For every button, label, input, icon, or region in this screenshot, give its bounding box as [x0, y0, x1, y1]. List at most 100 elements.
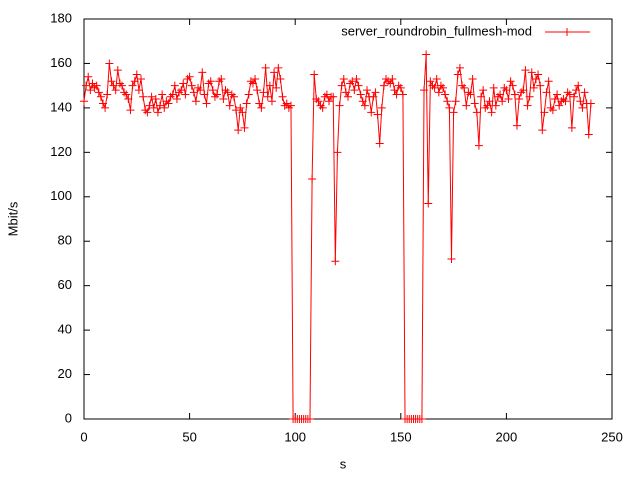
point-marker	[344, 92, 352, 101]
point-marker	[310, 70, 319, 79]
point-marker	[441, 90, 450, 99]
point-marker	[141, 106, 150, 115]
point-marker	[99, 99, 108, 108]
point-marker	[255, 99, 264, 108]
point-marker	[308, 175, 317, 183]
point-marker	[160, 103, 169, 112]
point-marker	[420, 86, 429, 95]
point-marker	[388, 75, 397, 83]
point-marker	[356, 90, 365, 99]
point-marker	[354, 81, 363, 90]
point-marker	[424, 199, 433, 208]
point-marker	[84, 72, 93, 81]
point-marker	[145, 101, 154, 110]
point-marker	[496, 90, 505, 99]
point-marker	[240, 123, 249, 132]
point-marker	[479, 86, 488, 95]
point-marker	[213, 90, 222, 99]
point-marker	[451, 97, 460, 106]
point-marker	[348, 77, 357, 86]
point-marker	[443, 97, 452, 106]
point-marker	[103, 90, 112, 99]
point-marker	[519, 86, 528, 95]
point-marker	[498, 97, 507, 106]
point-marker	[109, 81, 118, 90]
point-marker	[139, 92, 148, 101]
point-marker	[580, 88, 589, 97]
point-marker	[118, 81, 127, 90]
point-marker	[179, 79, 188, 88]
legend-label: server_roundrobin_fullmesh-mod	[341, 23, 532, 38]
point-marker	[542, 88, 551, 97]
point-marker	[468, 75, 477, 83]
point-marker	[153, 108, 162, 117]
point-marker	[352, 75, 361, 83]
point-marker	[390, 86, 399, 95]
point-marker	[523, 101, 532, 110]
point-marker	[432, 75, 441, 83]
point-marker	[445, 103, 454, 112]
point-marker	[105, 59, 114, 68]
point-marker	[143, 108, 152, 117]
legend-marker	[563, 28, 571, 36]
point-marker	[278, 92, 287, 101]
point-marker	[569, 92, 578, 101]
point-marker	[259, 88, 268, 97]
point-marker	[350, 86, 359, 95]
point-marker	[373, 110, 382, 119]
point-marker	[130, 77, 139, 86]
point-marker	[227, 90, 236, 99]
point-marker	[538, 126, 547, 135]
point-marker	[525, 92, 534, 101]
point-marker	[111, 86, 120, 95]
y-tick-label: 100	[50, 188, 72, 203]
point-marker	[263, 92, 272, 101]
point-marker	[472, 108, 481, 117]
point-marker	[367, 108, 376, 117]
y-tick-label: 120	[50, 144, 72, 159]
y-axis-label: Mbit/s	[5, 201, 20, 236]
point-marker	[172, 95, 181, 103]
point-marker	[270, 68, 279, 77]
y-tick-label: 180	[50, 10, 72, 25]
point-marker	[251, 75, 260, 83]
point-marker	[386, 79, 395, 88]
point-marker	[333, 148, 342, 157]
x-axis-label: s	[340, 456, 347, 471]
point-marker	[371, 88, 380, 97]
point-marker	[284, 103, 293, 112]
y-tick-label: 0	[65, 410, 72, 425]
point-marker	[191, 97, 200, 106]
point-marker	[124, 95, 133, 103]
point-marker	[521, 66, 530, 75]
x-tick-label: 200	[496, 429, 518, 444]
point-marker	[358, 97, 367, 106]
point-marker	[206, 77, 215, 86]
point-marker	[219, 95, 228, 103]
point-marker	[396, 83, 405, 92]
point-marker	[156, 101, 165, 110]
point-marker	[517, 88, 526, 97]
point-marker	[489, 83, 498, 92]
point-marker	[101, 103, 110, 112]
point-marker	[377, 103, 386, 112]
point-marker	[272, 83, 281, 92]
point-marker	[147, 92, 156, 101]
point-marker	[439, 83, 448, 92]
point-marker	[324, 97, 333, 106]
point-marker	[341, 88, 350, 97]
point-marker	[540, 108, 549, 117]
point-marker	[567, 123, 576, 132]
point-marker	[529, 83, 538, 92]
point-marker	[185, 72, 194, 81]
plot-border	[83, 18, 613, 420]
point-marker	[462, 101, 471, 110]
point-marker	[527, 68, 536, 77]
point-marker	[238, 108, 247, 117]
x-tick-label: 100	[284, 429, 306, 444]
point-marker	[261, 63, 270, 72]
point-marker	[512, 121, 521, 130]
point-marker	[80, 97, 88, 106]
point-marker	[550, 95, 559, 103]
point-marker	[82, 81, 91, 90]
